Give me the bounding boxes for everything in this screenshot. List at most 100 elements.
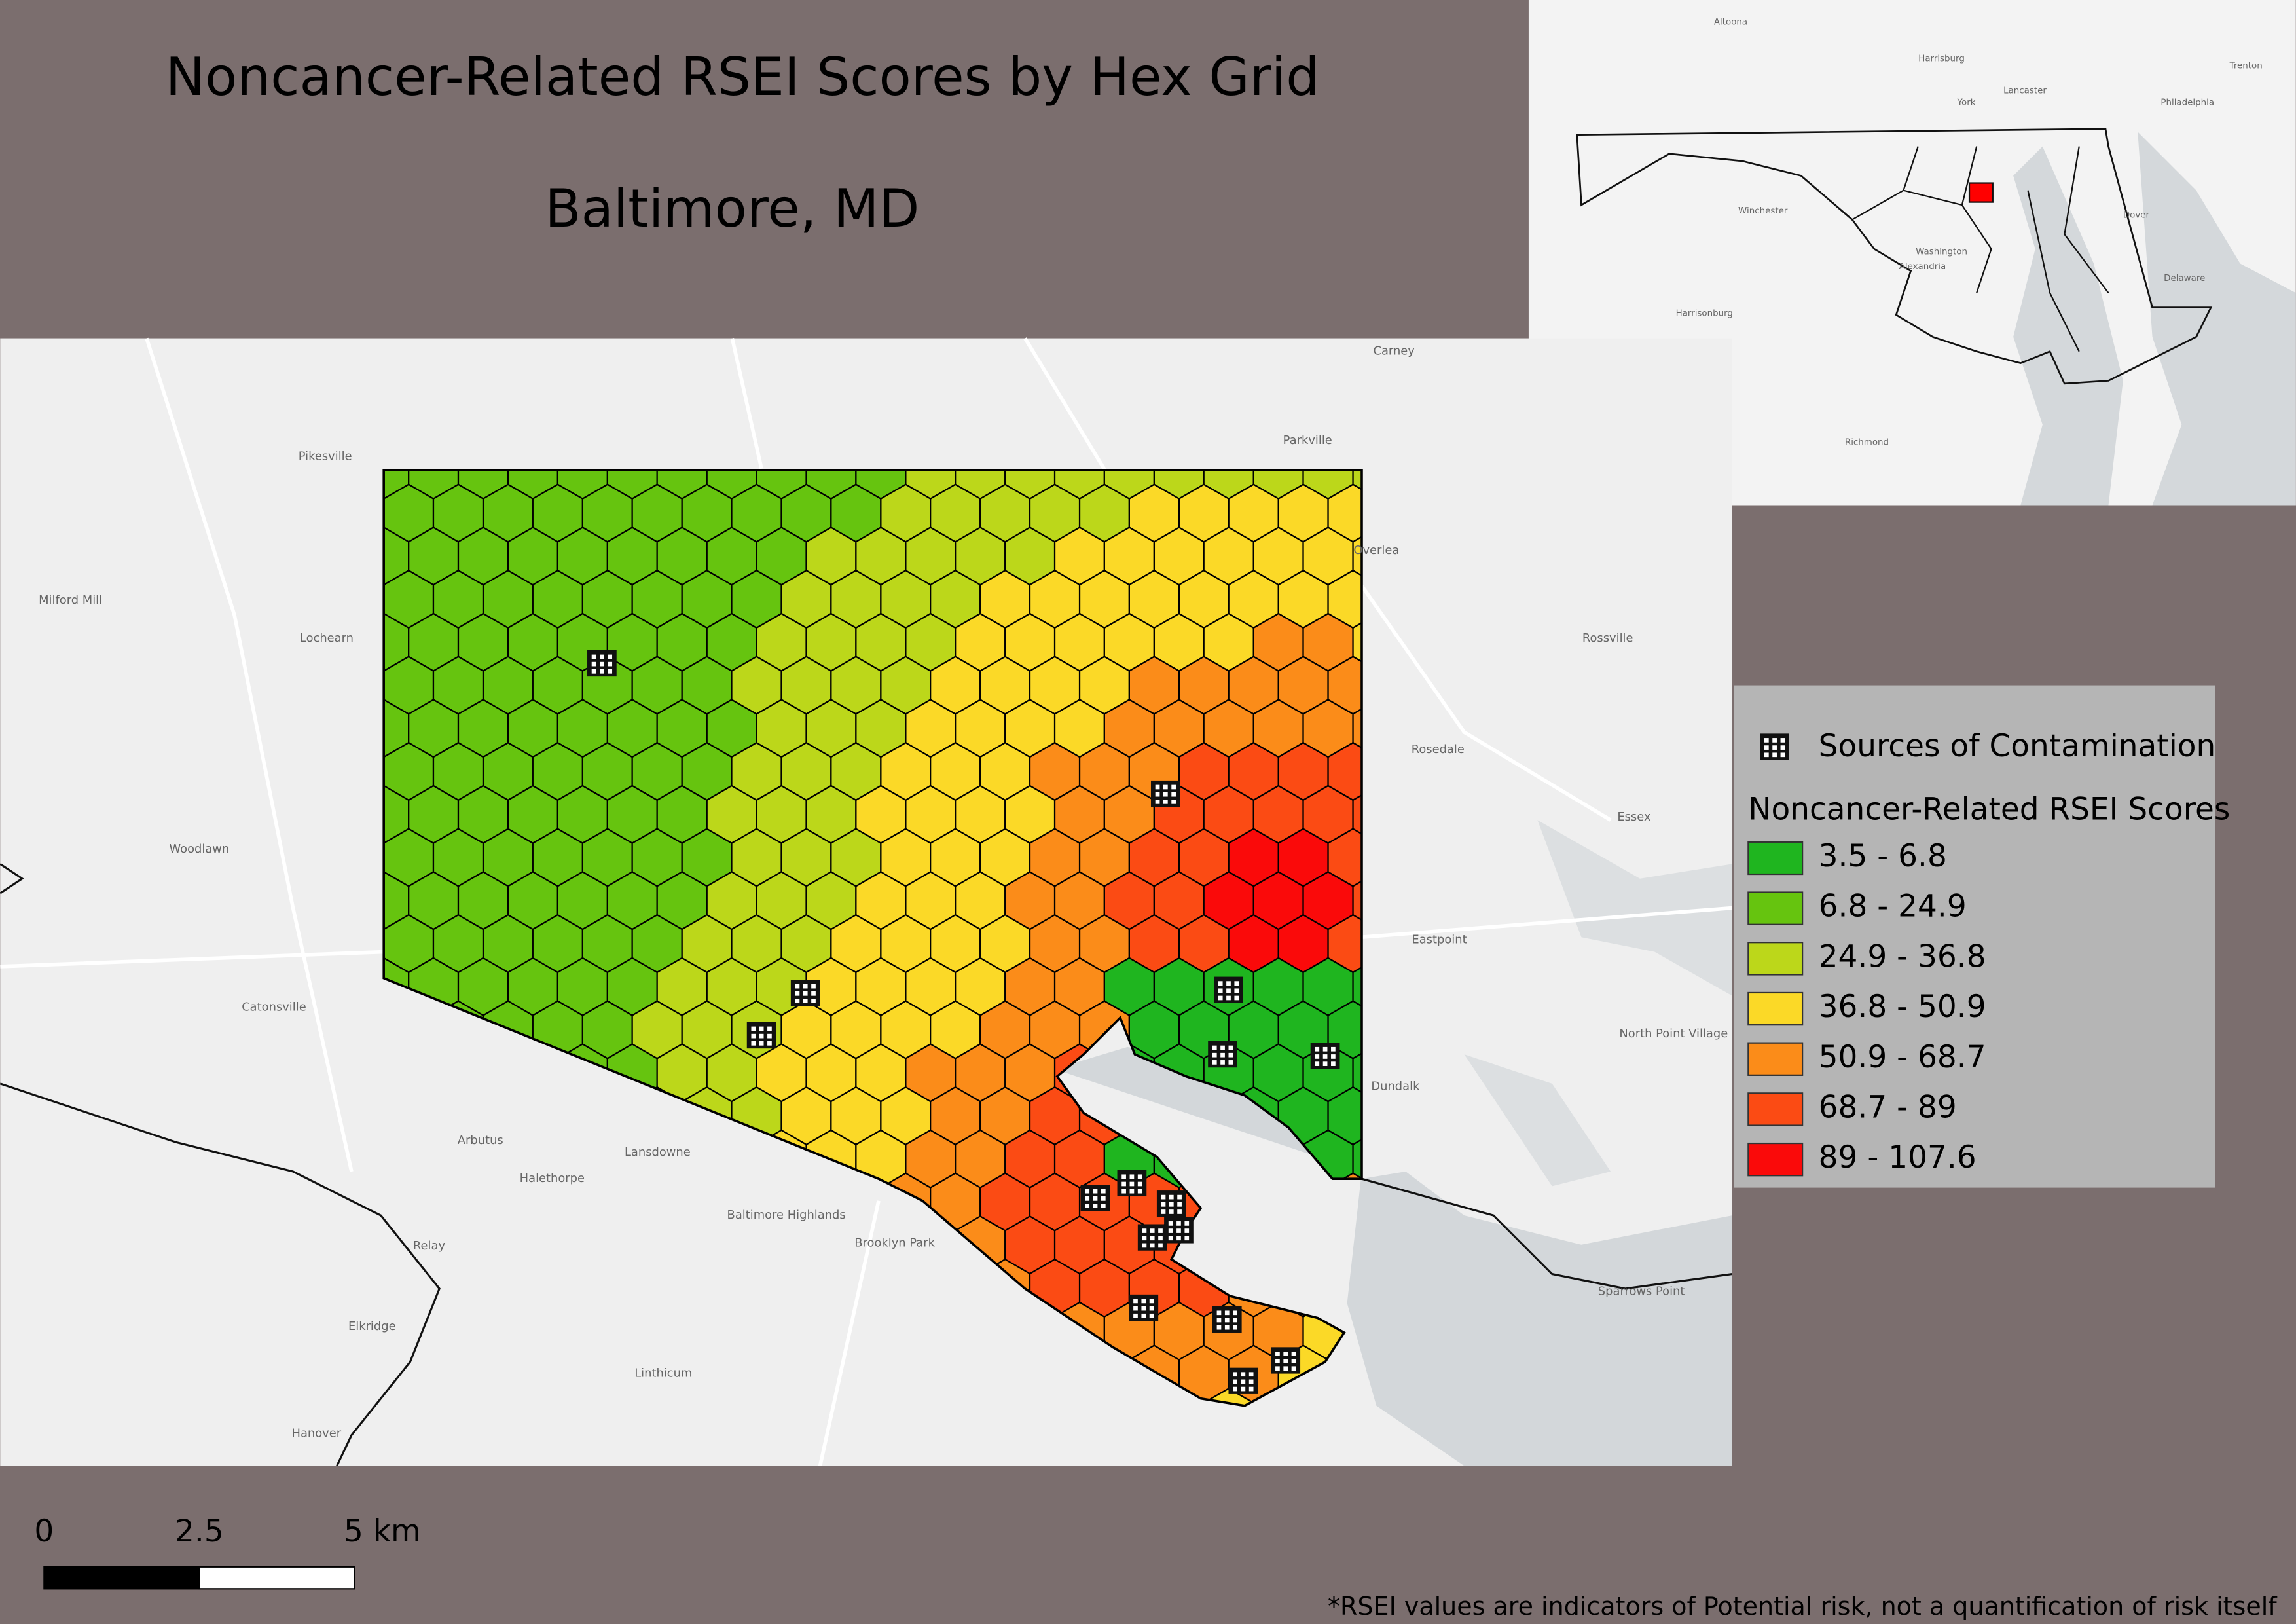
icon-window (1764, 745, 1769, 750)
legend-label: 50.9 - 68.7 (1819, 1039, 1986, 1075)
icon-window (1331, 1054, 1336, 1059)
icon-window (1322, 1054, 1328, 1059)
icon-window (1121, 1174, 1126, 1179)
icon-window (591, 661, 596, 667)
legend-swatch (1747, 841, 1804, 876)
icon-window (751, 1041, 756, 1046)
icon-window (1275, 1366, 1280, 1371)
place-label: Pikesville (299, 450, 352, 464)
icon-window (1212, 1060, 1217, 1065)
icon-window (811, 999, 816, 1003)
icon-window (1085, 1189, 1090, 1194)
icon-window (1168, 1228, 1173, 1233)
icon-window (1093, 1204, 1098, 1208)
icon-window (751, 1033, 756, 1039)
inset-place-label: Trenton (2229, 62, 2263, 71)
legend-label: 36.8 - 50.9 (1819, 989, 1986, 1025)
icon-window (591, 669, 596, 674)
legend-sources-label: Sources of Contamination (1819, 728, 2216, 764)
icon-window (1772, 745, 1777, 750)
icon-window (591, 654, 596, 659)
icon-window (795, 991, 800, 996)
icon-window (608, 669, 613, 674)
icon-window (1184, 1228, 1190, 1233)
legend-swatch (1747, 942, 1804, 976)
legend-swatch (1747, 1092, 1804, 1126)
place-label: Parkville (1283, 434, 1332, 447)
source-icon (587, 650, 617, 677)
icon-window (1142, 1243, 1147, 1248)
inset-place-label: Dover (2123, 211, 2150, 221)
source-icon (1137, 1224, 1167, 1251)
place-label: Baltimore Highlands (727, 1208, 846, 1222)
icon-window (1283, 1359, 1288, 1363)
icon-window (1184, 1236, 1190, 1241)
source-icon (1208, 1041, 1237, 1068)
icon-window (1161, 1209, 1166, 1214)
source-icon (790, 980, 820, 1006)
title: Noncancer-Related RSEI Scores by Hex Gri… (166, 46, 1320, 107)
footnote: *RSEI values are indicators of Potential… (1328, 1592, 2278, 1621)
icon-window (1228, 1045, 1233, 1050)
place-label: Brooklyn Park (854, 1236, 935, 1250)
icon-window (1141, 1313, 1146, 1318)
icon-window (1233, 1372, 1237, 1377)
icon-window (1291, 1359, 1296, 1363)
icon-window (1291, 1352, 1296, 1356)
icon-window (1220, 1052, 1225, 1058)
icon-window (1137, 1189, 1142, 1194)
icon-window (1283, 1352, 1288, 1356)
icon-window (600, 654, 604, 659)
icon-window (1177, 1202, 1182, 1207)
place-label: Lansdowne (625, 1145, 691, 1159)
icon-window (1772, 738, 1777, 743)
icon-window (1150, 1236, 1155, 1241)
icon-window (1220, 1045, 1225, 1050)
icon-window (1241, 1379, 1246, 1384)
icon-window (1155, 799, 1160, 804)
icon-window (1142, 1236, 1147, 1241)
legend-label: 3.5 - 6.8 (1819, 838, 1947, 874)
icon-window (1226, 995, 1231, 1001)
icon-window (1322, 1061, 1328, 1066)
icon-window (1275, 1352, 1280, 1356)
icon-window (1248, 1386, 1254, 1392)
icon-window (1093, 1189, 1098, 1194)
icon-window (1233, 1310, 1237, 1316)
place-label: Carney (1374, 344, 1415, 358)
scale-label: 5 km (344, 1513, 421, 1549)
maryland-outline (1576, 128, 2213, 385)
icon-window (811, 991, 816, 996)
icon-window (1158, 1236, 1163, 1241)
icon-window (1141, 1299, 1146, 1304)
icon-window (1176, 1236, 1181, 1241)
icon-window (1085, 1196, 1090, 1201)
legend-label: 6.8 - 24.9 (1819, 889, 1967, 925)
icon-window (1275, 1359, 1280, 1363)
place-label: Woodlawn (170, 842, 230, 856)
icon-window (1121, 1181, 1126, 1187)
source-icon (1228, 1367, 1258, 1394)
source-icon (1080, 1185, 1110, 1211)
place-label: Milford Mill (39, 593, 102, 607)
icon-window (1780, 738, 1785, 743)
icon-window (608, 661, 613, 667)
place-label: Dundalk (1371, 1079, 1420, 1093)
source-icon (1129, 1294, 1159, 1321)
icon-window (803, 984, 808, 989)
water-harbor (1054, 1046, 1732, 1466)
icon-window (1176, 1221, 1181, 1226)
icon-window (1233, 1386, 1237, 1392)
icon-window (1283, 1366, 1288, 1371)
icon-window (1137, 1181, 1142, 1187)
icon-window (1149, 1306, 1154, 1311)
icon-window (1241, 1372, 1246, 1377)
icon-window (1161, 1202, 1166, 1207)
icon-window (1248, 1372, 1254, 1377)
icon-window (803, 991, 808, 996)
icon-window (1129, 1181, 1135, 1187)
subtitle: Baltimore, MD (545, 177, 919, 239)
icon-window (1780, 745, 1785, 750)
